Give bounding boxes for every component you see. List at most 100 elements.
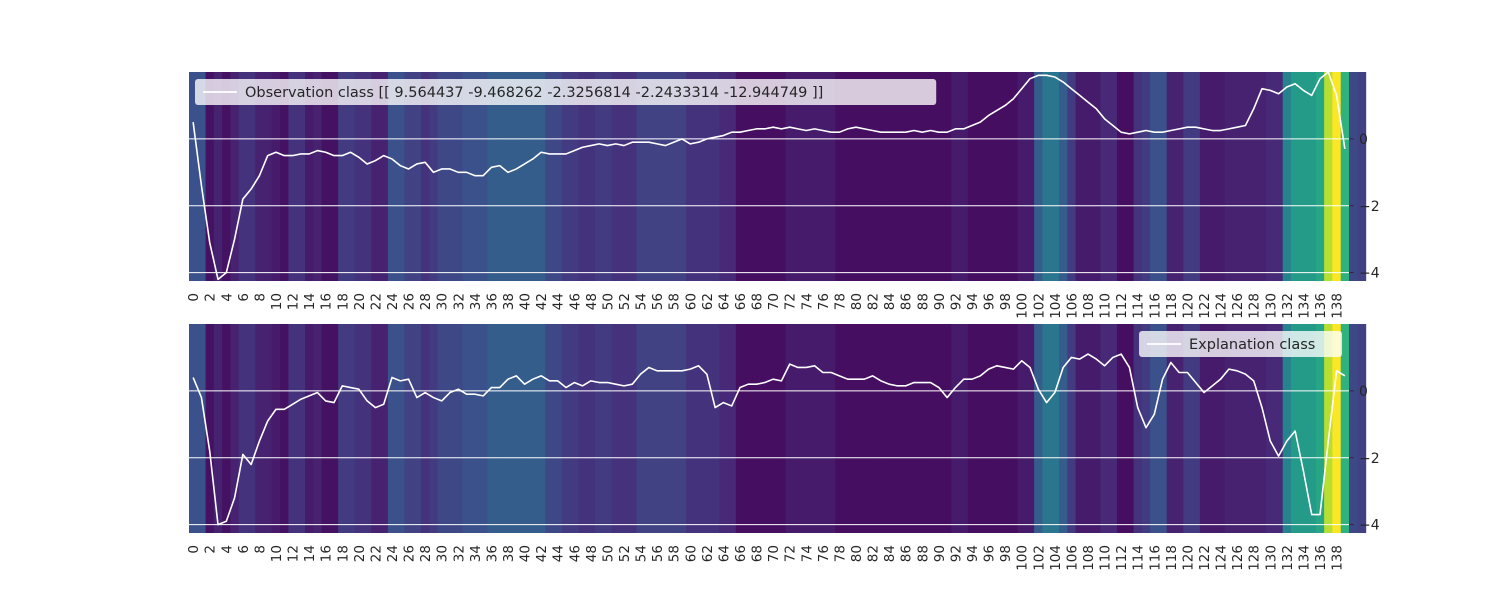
x-tick-label: 2 xyxy=(203,293,219,302)
heat-cell xyxy=(1150,72,1160,281)
heat-cell xyxy=(1108,324,1118,533)
heat-cell xyxy=(818,72,828,281)
x-tick-label: 78 xyxy=(832,545,848,562)
x-tick-label: 14 xyxy=(302,545,318,562)
heat-cell xyxy=(860,72,870,281)
x-tick-label: 12 xyxy=(286,293,302,310)
heat-cell xyxy=(479,324,488,533)
heat-cell xyxy=(396,72,406,281)
x-tick-label: 32 xyxy=(451,293,467,310)
y-tick-label: −2 xyxy=(1359,199,1380,215)
heat-cell xyxy=(437,324,447,533)
legend: Observation class [[ 9.564437 -9.468262 … xyxy=(195,79,937,105)
heat-cell xyxy=(595,324,604,533)
heat-cell xyxy=(1191,72,1201,281)
heat-cell xyxy=(503,72,513,281)
heat-cell xyxy=(238,72,248,281)
heat-cell xyxy=(1199,324,1209,533)
heat-cell xyxy=(1166,72,1176,281)
heat-cell xyxy=(1183,72,1193,281)
heat-cell xyxy=(1324,324,1334,533)
y-tick-label: 0 xyxy=(1359,132,1368,148)
heat-cell xyxy=(727,72,737,281)
x-tick-label: 44 xyxy=(551,293,567,310)
heat-cell xyxy=(603,324,613,533)
heat-cell xyxy=(1191,324,1201,533)
x-tick-label: 26 xyxy=(402,293,418,310)
heat-cell xyxy=(528,72,538,281)
heat-cell xyxy=(247,72,256,281)
heat-cell xyxy=(686,72,696,281)
heat-cell xyxy=(976,72,986,281)
x-tick-label: 120 xyxy=(1180,545,1196,571)
heat-cell xyxy=(429,72,439,281)
heat-cell xyxy=(1274,324,1284,533)
heat-cell xyxy=(1224,72,1234,281)
heat-cell xyxy=(247,324,256,533)
x-tick-label: 108 xyxy=(1081,545,1097,571)
heat-cell xyxy=(1092,72,1102,281)
x-tick-label: 106 xyxy=(1064,545,1080,571)
x-tick-label: 74 xyxy=(799,293,815,310)
x-tick-label: 94 xyxy=(965,293,981,310)
x-tick-label: 100 xyxy=(1015,293,1031,319)
heat-cell xyxy=(843,324,853,533)
heat-cell xyxy=(619,72,629,281)
heat-cell xyxy=(1282,324,1292,533)
x-tick-label: 54 xyxy=(634,293,650,310)
x-tick-label: 2 xyxy=(203,545,219,554)
heat-cell xyxy=(1067,72,1077,281)
x-tick-label: 86 xyxy=(899,293,915,310)
legend: Explanation class xyxy=(1139,331,1342,357)
heat-cell xyxy=(495,324,505,533)
heat-cell xyxy=(827,72,836,281)
heat-cell xyxy=(520,72,530,281)
heat-cell xyxy=(976,324,986,533)
x-tick-label: 64 xyxy=(716,545,732,562)
x-tick-label: 88 xyxy=(915,545,931,562)
heat-cell xyxy=(702,324,712,533)
heat-cell xyxy=(213,72,223,281)
x-tick-label: 106 xyxy=(1064,293,1080,319)
heat-cell xyxy=(1257,72,1267,281)
heat-cell xyxy=(1340,324,1350,533)
x-tick-label: 110 xyxy=(1098,293,1114,319)
x-tick-label: 44 xyxy=(551,545,567,562)
heat-cell xyxy=(1249,72,1259,281)
heat-cell xyxy=(992,324,1002,533)
heat-cell xyxy=(1059,324,1068,533)
heat-cell xyxy=(603,72,613,281)
x-tick-label: 62 xyxy=(700,293,716,310)
heat-cell xyxy=(959,324,969,533)
heat-cell xyxy=(835,324,845,533)
heat-cell xyxy=(1125,324,1135,533)
x-tick-label: 42 xyxy=(534,545,550,562)
x-tick-label: 40 xyxy=(518,293,534,310)
x-tick-label: 50 xyxy=(600,545,616,562)
x-tick-label: 72 xyxy=(783,545,799,562)
heat-cell xyxy=(686,324,696,533)
x-tick-label: 6 xyxy=(236,293,252,302)
heat-cell xyxy=(1034,324,1044,533)
x-tick-label: 8 xyxy=(252,293,268,302)
heat-cell xyxy=(561,324,571,533)
heat-cell xyxy=(271,324,281,533)
heat-cell xyxy=(487,324,497,533)
x-tick-label: 32 xyxy=(451,545,467,562)
heat-cell xyxy=(222,324,232,533)
heat-cell xyxy=(893,72,903,281)
heat-cell xyxy=(1315,324,1325,533)
heat-cell xyxy=(1291,324,1300,533)
heat-cell xyxy=(719,72,729,281)
x-tick-label: 14 xyxy=(302,293,318,310)
heat-cell xyxy=(843,72,853,281)
x-tick-label: 90 xyxy=(932,545,948,562)
x-tick-label: 116 xyxy=(1147,293,1163,319)
heat-cell xyxy=(421,324,430,533)
heat-cell xyxy=(735,324,745,533)
heat-cell xyxy=(537,72,546,281)
heat-cell xyxy=(213,324,223,533)
heat-cell xyxy=(545,72,555,281)
heat-cell xyxy=(222,72,232,281)
heat-cell xyxy=(445,324,455,533)
